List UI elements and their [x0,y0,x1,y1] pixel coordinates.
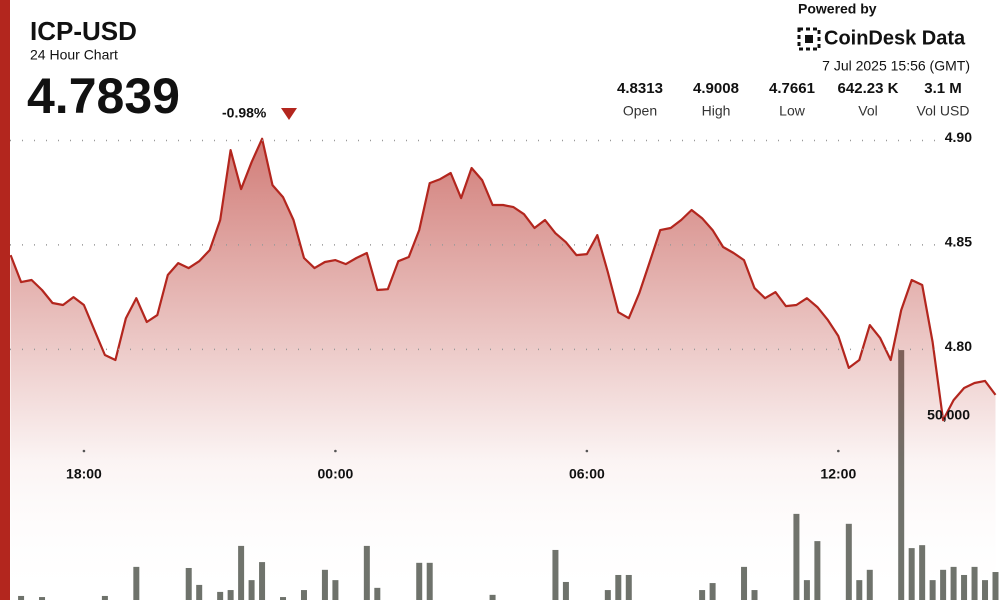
stat-label: Vol USD [917,103,970,119]
y-tick-label: 4.80 [945,338,972,354]
x-tick-label: 18:00 [66,466,102,482]
stat-value: 4.9008 [693,80,739,97]
stat-label: Low [779,103,806,119]
plot: 4.90 4.85 4.80 50,000 18:00 00:00 06:00 12:00 [9,129,999,600]
brand-logo [797,27,821,51]
y2-tick-label: 50,000 [927,407,970,423]
y-tick-label: 4.85 [945,234,972,250]
stat-label: Vol [858,103,877,119]
stat-label: Open [623,103,657,119]
brand: CoinDesk Data [824,27,966,49]
x-tick [334,449,337,453]
symbol: ICP-USD [30,16,137,46]
x-tick [837,449,840,453]
down-arrow [281,108,297,120]
stat-value: 4.8313 [617,80,663,97]
price-area [10,138,996,600]
x-tick-label: 06:00 [569,466,605,482]
price-line [9,137,997,422]
x-tick [82,449,86,453]
side-bar [0,0,10,600]
stat-label: High [702,103,731,119]
stat-value: 3.1 M [924,80,962,97]
change: -0.98% [222,105,267,121]
y-tick-label: 4.90 [945,129,972,145]
price: 4.7839 [27,68,180,124]
x-tick-label: 00:00 [318,466,354,482]
stat-value: 4.7661 [769,80,815,97]
subtitle: 24 Hour Chart [30,47,118,63]
timestamp: 7 Jul 2025 15:56 (GMT) [822,58,970,74]
stats: 4.8313 Open 4.9008 High 4.7661 Low 642.2… [617,80,969,119]
x-tick-label: 12:00 [820,466,856,482]
x-tick [585,449,589,453]
stat-value: 642.23 K [838,80,899,97]
powered-by: Powered by [798,1,877,17]
